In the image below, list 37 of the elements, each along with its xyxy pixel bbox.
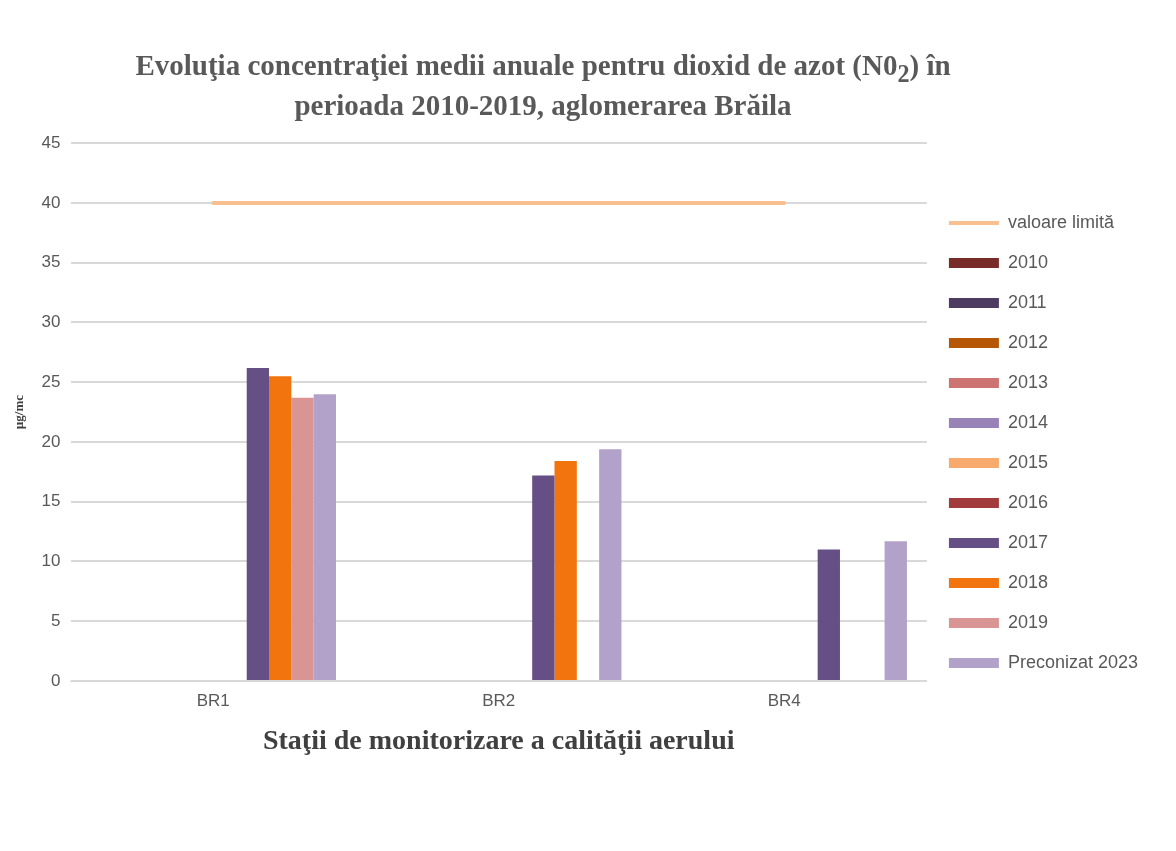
legend-label: 2015 — [1007, 451, 1048, 472]
legend-label: valoare limită — [1007, 211, 1115, 232]
y-tick-label: 15 — [41, 491, 61, 511]
legend-label: 2016 — [1007, 491, 1048, 512]
bar — [554, 460, 577, 680]
legend-label: 2019 — [1007, 611, 1048, 632]
legend-label: 2014 — [1007, 411, 1048, 432]
chart-title: Evoluţia concentraţiei medii anuale pentru dioxid de azot (N0$_{2}$) în perioada 2010-2019, aglomerarea Brăila — [135, 49, 951, 121]
y-tick-label: 45 — [41, 132, 61, 152]
bar — [269, 375, 292, 680]
legend-label: Preconizat 2023 — [1007, 651, 1139, 672]
x-axis-title: Staţii de monitorizare a calităţii aerului — [262, 724, 735, 756]
y-axis-title: µg/mc — [11, 394, 27, 429]
bar — [291, 397, 314, 680]
legend-label: 2011 — [1007, 291, 1047, 312]
legend-label: 2012 — [1007, 331, 1048, 352]
bar — [313, 393, 336, 680]
x-tick-label: BR1 — [196, 690, 230, 710]
legend-label: 2018 — [1007, 571, 1048, 592]
bar — [246, 367, 270, 680]
y-tick-label: 35 — [41, 251, 61, 271]
bar — [884, 540, 907, 680]
legend-label: 2010 — [1007, 251, 1048, 272]
bar — [817, 549, 840, 680]
y-tick-label: 20 — [41, 431, 61, 451]
y-tick-label: 30 — [41, 311, 61, 331]
x-tick-label: BR4 — [767, 690, 801, 710]
bar — [599, 448, 622, 680]
x-tick-label: BR2 — [482, 690, 516, 710]
y-tick-label: 25 — [41, 371, 61, 391]
y-tick-label: 0 — [51, 670, 61, 690]
y-tick-label: 5 — [51, 610, 61, 630]
legend-label: 2017 — [1007, 531, 1048, 552]
y-tick-label: 10 — [41, 550, 61, 570]
y-tick-label: 40 — [41, 192, 61, 212]
legend-label: 2013 — [1007, 371, 1048, 392]
bar — [532, 475, 555, 680]
